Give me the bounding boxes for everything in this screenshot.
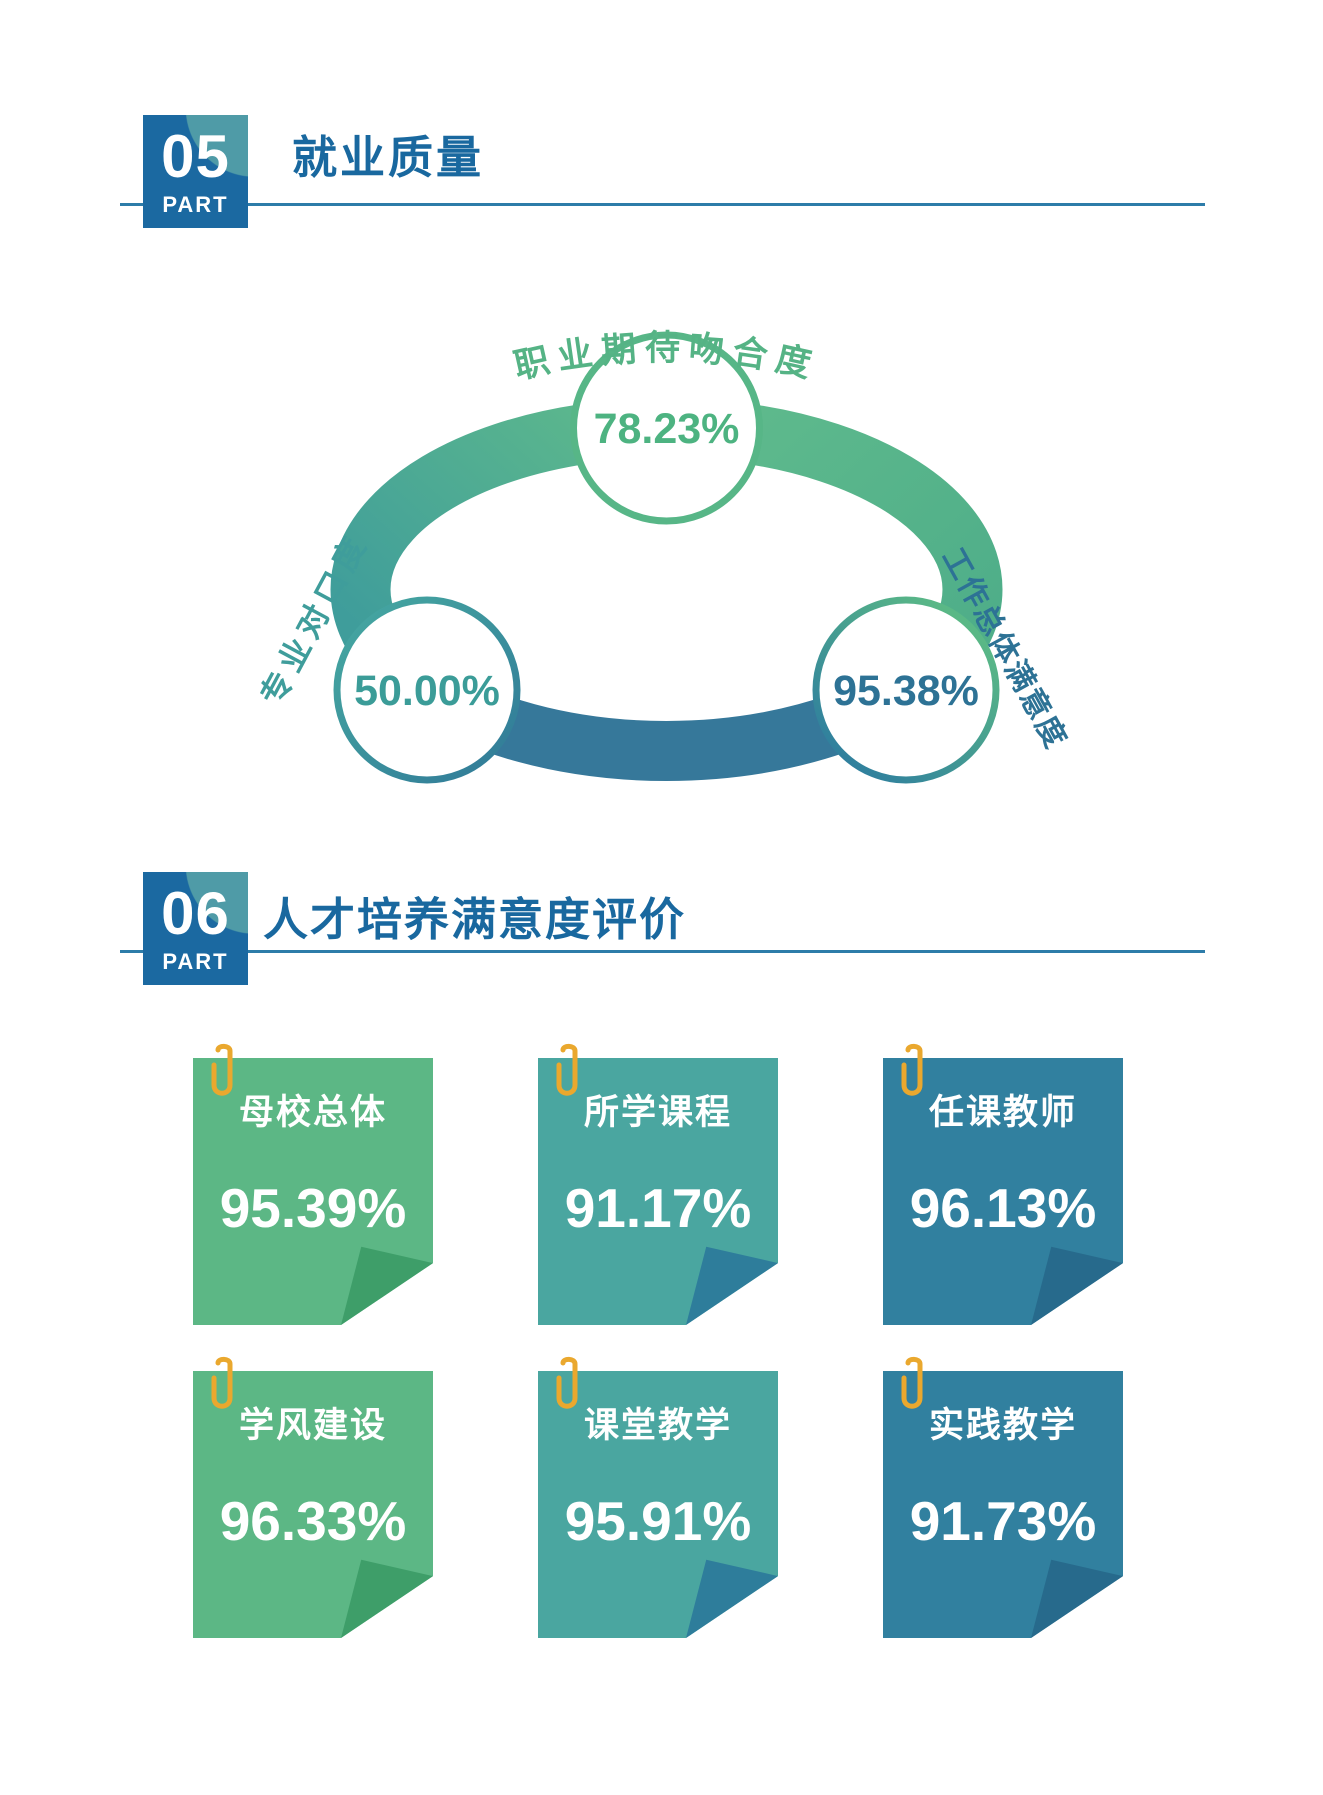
paperclip-icon bbox=[556, 1356, 578, 1409]
card-ketang-jiaoxue: 课堂教学 95.91% bbox=[538, 1356, 778, 1638]
section-06-divider bbox=[120, 950, 1205, 953]
section-05-title: 就业质量 bbox=[292, 132, 485, 183]
card-title: 课堂教学 bbox=[583, 1406, 732, 1445]
card-value: 95.91% bbox=[564, 1490, 752, 1552]
node-circle-left bbox=[333, 596, 521, 784]
node-value-top: 78.23% bbox=[594, 405, 740, 453]
node-circle-top bbox=[570, 331, 763, 525]
card-xuefeng-jianshe: 学风建设 96.33% bbox=[193, 1356, 433, 1638]
card-value: 96.13% bbox=[909, 1177, 1097, 1239]
card-muxiao-zongti: 母校总体 95.39% bbox=[193, 1043, 433, 1325]
part-05-badge: 05 PART bbox=[143, 115, 248, 228]
paperclip-icon bbox=[211, 1356, 233, 1409]
part-05-number: 05 bbox=[161, 123, 230, 190]
card-value: 96.33% bbox=[219, 1490, 407, 1552]
card-shijian-jiaoxue: 实践教学 91.73% bbox=[883, 1356, 1123, 1638]
paperclip-icon bbox=[901, 1043, 923, 1096]
card-suoxue-kecheng: 所学课程 91.17% bbox=[538, 1043, 778, 1325]
section-05-divider bbox=[120, 203, 1205, 206]
part-06-word: PART bbox=[162, 949, 229, 974]
paperclip-icon bbox=[901, 1356, 923, 1409]
card-title: 学风建设 bbox=[238, 1406, 387, 1445]
card-value: 91.73% bbox=[909, 1490, 1097, 1552]
employment-quality-diagram: 78.23% 50.00% 95.38% 职业期待吻合度 专业对口度 工作总体满… bbox=[254, 329, 1071, 784]
node-value-left: 50.00% bbox=[354, 667, 500, 715]
card-value: 91.17% bbox=[564, 1177, 752, 1239]
card-renke-jiaoshi: 任课教师 96.13% bbox=[883, 1043, 1123, 1325]
paperclip-icon bbox=[211, 1043, 233, 1096]
card-title: 任课教师 bbox=[928, 1093, 1077, 1132]
card-value: 95.39% bbox=[219, 1177, 407, 1239]
part-06-number: 06 bbox=[161, 880, 230, 947]
section-06-title: 人才培养满意度评价 bbox=[263, 894, 687, 945]
card-title: 实践教学 bbox=[928, 1406, 1077, 1445]
node-value-right: 95.38% bbox=[833, 667, 979, 715]
part-06-badge: 06 PART bbox=[143, 872, 248, 985]
paperclip-icon bbox=[556, 1043, 578, 1096]
card-title: 所学课程 bbox=[583, 1093, 732, 1132]
node-circle-right bbox=[812, 596, 1000, 784]
part-05-word: PART bbox=[162, 192, 229, 217]
card-title: 母校总体 bbox=[238, 1093, 387, 1132]
